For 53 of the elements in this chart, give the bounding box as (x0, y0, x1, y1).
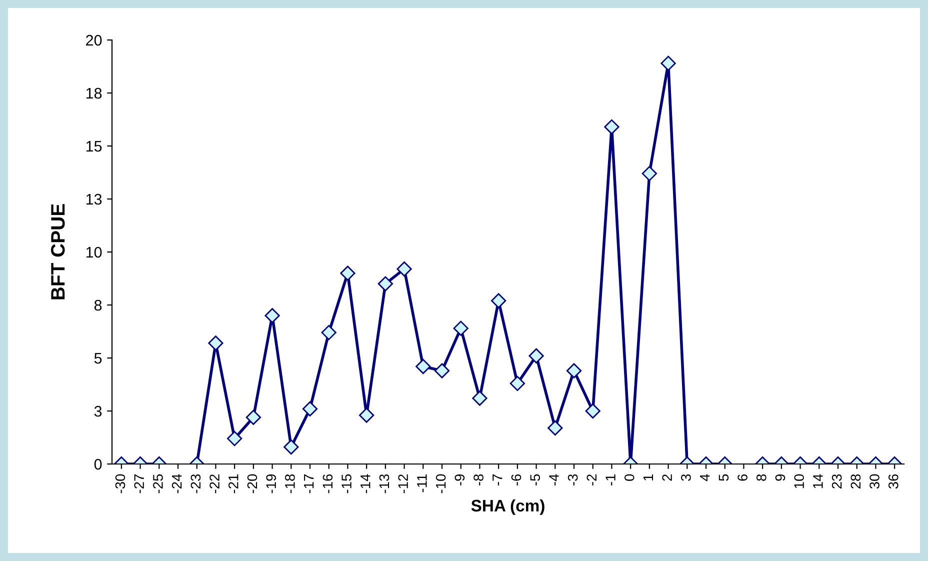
y-tick-label: 13 (86, 194, 102, 205)
x-tick-label: -24 (172, 474, 182, 494)
x-tick-label: 8 (756, 474, 766, 481)
x-tick-label: 3 (681, 474, 691, 481)
x-tick-label: 30 (870, 474, 880, 489)
x-tick-label: -13 (379, 474, 390, 494)
y-axis-title: BFT CPUE (51, 204, 65, 300)
x-tick-label: -19 (266, 474, 276, 494)
x-tick-label: 23 (832, 474, 842, 488)
y-tick-label: 3 (94, 406, 102, 417)
x-tick-label: 5 (718, 474, 729, 481)
x-tick-label: -20 (247, 474, 258, 494)
y-tick-label: 10 (86, 246, 102, 258)
x-tick-label: -11 (417, 474, 427, 492)
y-tick-label: 0 (94, 458, 102, 470)
y-tick-label: 5 (94, 353, 102, 364)
x-tick-label: 10 (794, 474, 804, 488)
x-tick-label: -2 (586, 474, 596, 486)
x-tick-label: -6 (511, 474, 522, 486)
x-tick-label: 6 (738, 474, 748, 481)
x-tick-label: -4 (549, 474, 559, 486)
x-tick-label: -10 (436, 474, 446, 494)
x-tick-label: 9 (775, 474, 786, 481)
x-tick-label: -14 (360, 474, 370, 494)
x-tick-label: -18 (285, 474, 295, 494)
x-tick-label: -3 (568, 474, 578, 486)
x-tick-label: -9 (454, 474, 465, 486)
x-tick-label: -23 (190, 474, 201, 494)
x-tick-label: -30 (115, 474, 126, 494)
x-axis-title: SHA (cm) (471, 499, 544, 515)
x-tick-label: -16 (322, 474, 333, 494)
x-tick-label: 36 (888, 474, 898, 489)
y-tick-label: 20 (86, 34, 102, 46)
x-tick-label: -7 (492, 474, 502, 486)
x-tick-label: 2 (662, 474, 672, 481)
y-tick-label: 8 (94, 300, 102, 311)
x-tick-label: 0 (624, 474, 634, 481)
x-tick-label: 28 (850, 474, 861, 488)
x-tick-label: -8 (474, 474, 484, 486)
x-tick-label: -12 (398, 474, 408, 494)
x-tick-label: -1 (606, 474, 616, 486)
x-tick-label: -21 (228, 474, 238, 494)
y-tick-label: 15 (86, 141, 102, 152)
x-tick-label: -15 (342, 474, 352, 494)
x-tick-label: 4 (700, 474, 710, 482)
x-tick-label: -17 (304, 474, 314, 494)
x-tick-label: 14 (813, 474, 823, 488)
x-tick-label: -5 (530, 474, 540, 486)
y-tick-label: 18 (86, 88, 102, 99)
x-tick-label: -27 (134, 474, 144, 494)
x-tick-label: -25 (153, 474, 163, 494)
x-tick-label: 1 (643, 474, 654, 480)
x-tick-label: -22 (210, 474, 220, 494)
